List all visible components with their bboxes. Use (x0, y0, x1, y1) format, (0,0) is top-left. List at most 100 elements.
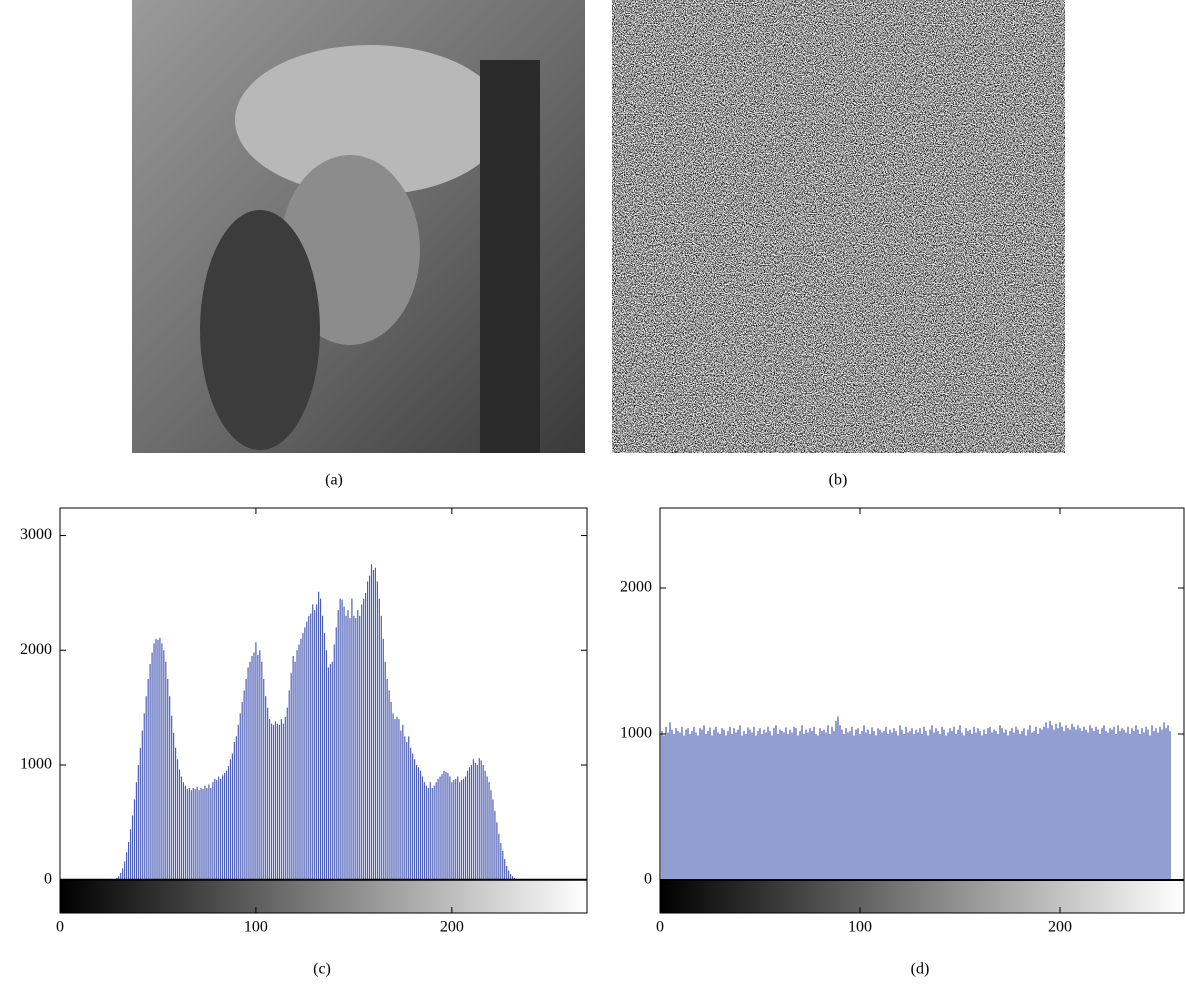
bar (963, 735, 965, 881)
bar (913, 734, 915, 881)
bar (899, 725, 901, 881)
bar (227, 766, 230, 880)
bar (504, 859, 506, 880)
bar (983, 729, 985, 881)
bar (931, 725, 933, 881)
bar (186, 789, 188, 880)
bar (1151, 725, 1153, 881)
bar (713, 729, 715, 881)
bar (361, 604, 363, 880)
bar (122, 868, 124, 880)
bar (282, 723, 284, 880)
bar (476, 764, 478, 880)
bar (229, 759, 232, 880)
bar (809, 728, 811, 881)
bar (739, 725, 741, 881)
caption: (b) (829, 472, 848, 489)
bar (669, 722, 671, 881)
bar (412, 753, 414, 880)
bar (196, 786, 198, 880)
bar (225, 770, 228, 880)
bar (793, 726, 795, 881)
bar (699, 728, 701, 881)
bar (757, 731, 759, 881)
bar (863, 725, 865, 881)
bar (1081, 731, 1083, 881)
bar (429, 782, 431, 880)
bar (817, 735, 819, 881)
bar (306, 621, 308, 880)
bar (382, 638, 384, 880)
bar (923, 726, 925, 881)
bar (937, 731, 939, 881)
bar (365, 592, 367, 880)
bar (351, 598, 353, 880)
axes-box (659, 507, 1185, 914)
x-tick-label: 200 (440, 919, 464, 936)
y-tick-label: 0 (44, 870, 52, 887)
bar (839, 725, 841, 881)
bar (419, 770, 422, 880)
colorbar (660, 880, 1184, 913)
bar (510, 873, 512, 880)
bar (961, 732, 963, 881)
bar (1139, 734, 1141, 881)
bar (370, 564, 373, 880)
bar (318, 591, 320, 880)
bar (496, 822, 498, 880)
bar (1167, 725, 1169, 881)
bar (1057, 728, 1059, 881)
bar (1005, 729, 1007, 881)
bar (1163, 722, 1165, 881)
bar (1079, 728, 1081, 881)
bar (482, 764, 484, 880)
bar (468, 767, 471, 880)
bar (135, 782, 137, 880)
bar (314, 610, 316, 880)
bar (1073, 726, 1075, 881)
bar (851, 726, 853, 881)
bar (665, 726, 667, 881)
bar (398, 719, 400, 880)
bar (823, 729, 825, 881)
bar (366, 581, 369, 880)
bar (1051, 725, 1053, 881)
bar (220, 778, 222, 880)
bar (995, 731, 997, 881)
bar (885, 726, 887, 881)
bar (502, 851, 504, 880)
bar (979, 731, 981, 881)
bar (304, 627, 306, 880)
bar (813, 726, 815, 881)
bar (751, 732, 753, 881)
bar (329, 664, 331, 880)
bar (831, 726, 833, 881)
bar (673, 734, 675, 881)
bar (464, 776, 467, 880)
bar (302, 633, 304, 880)
bar (947, 732, 949, 881)
bar (425, 785, 427, 880)
bar (359, 615, 361, 880)
bar (811, 731, 813, 881)
bar (462, 778, 465, 880)
bar (435, 782, 437, 880)
x-tick-label: 200 (1048, 919, 1072, 936)
bar (1147, 729, 1149, 881)
bar (126, 852, 128, 880)
bar (749, 729, 751, 881)
bar (1111, 729, 1113, 881)
bar (1127, 726, 1129, 881)
bar (703, 725, 705, 881)
bar (955, 734, 957, 881)
bar (967, 731, 969, 881)
bar (1045, 722, 1047, 881)
bar (873, 731, 875, 881)
bar (683, 735, 685, 881)
bar (891, 732, 893, 881)
y-tick-label: 3000 (20, 526, 52, 543)
bar (494, 810, 496, 880)
bar (270, 723, 273, 880)
bar (441, 774, 443, 880)
bar (286, 707, 288, 880)
